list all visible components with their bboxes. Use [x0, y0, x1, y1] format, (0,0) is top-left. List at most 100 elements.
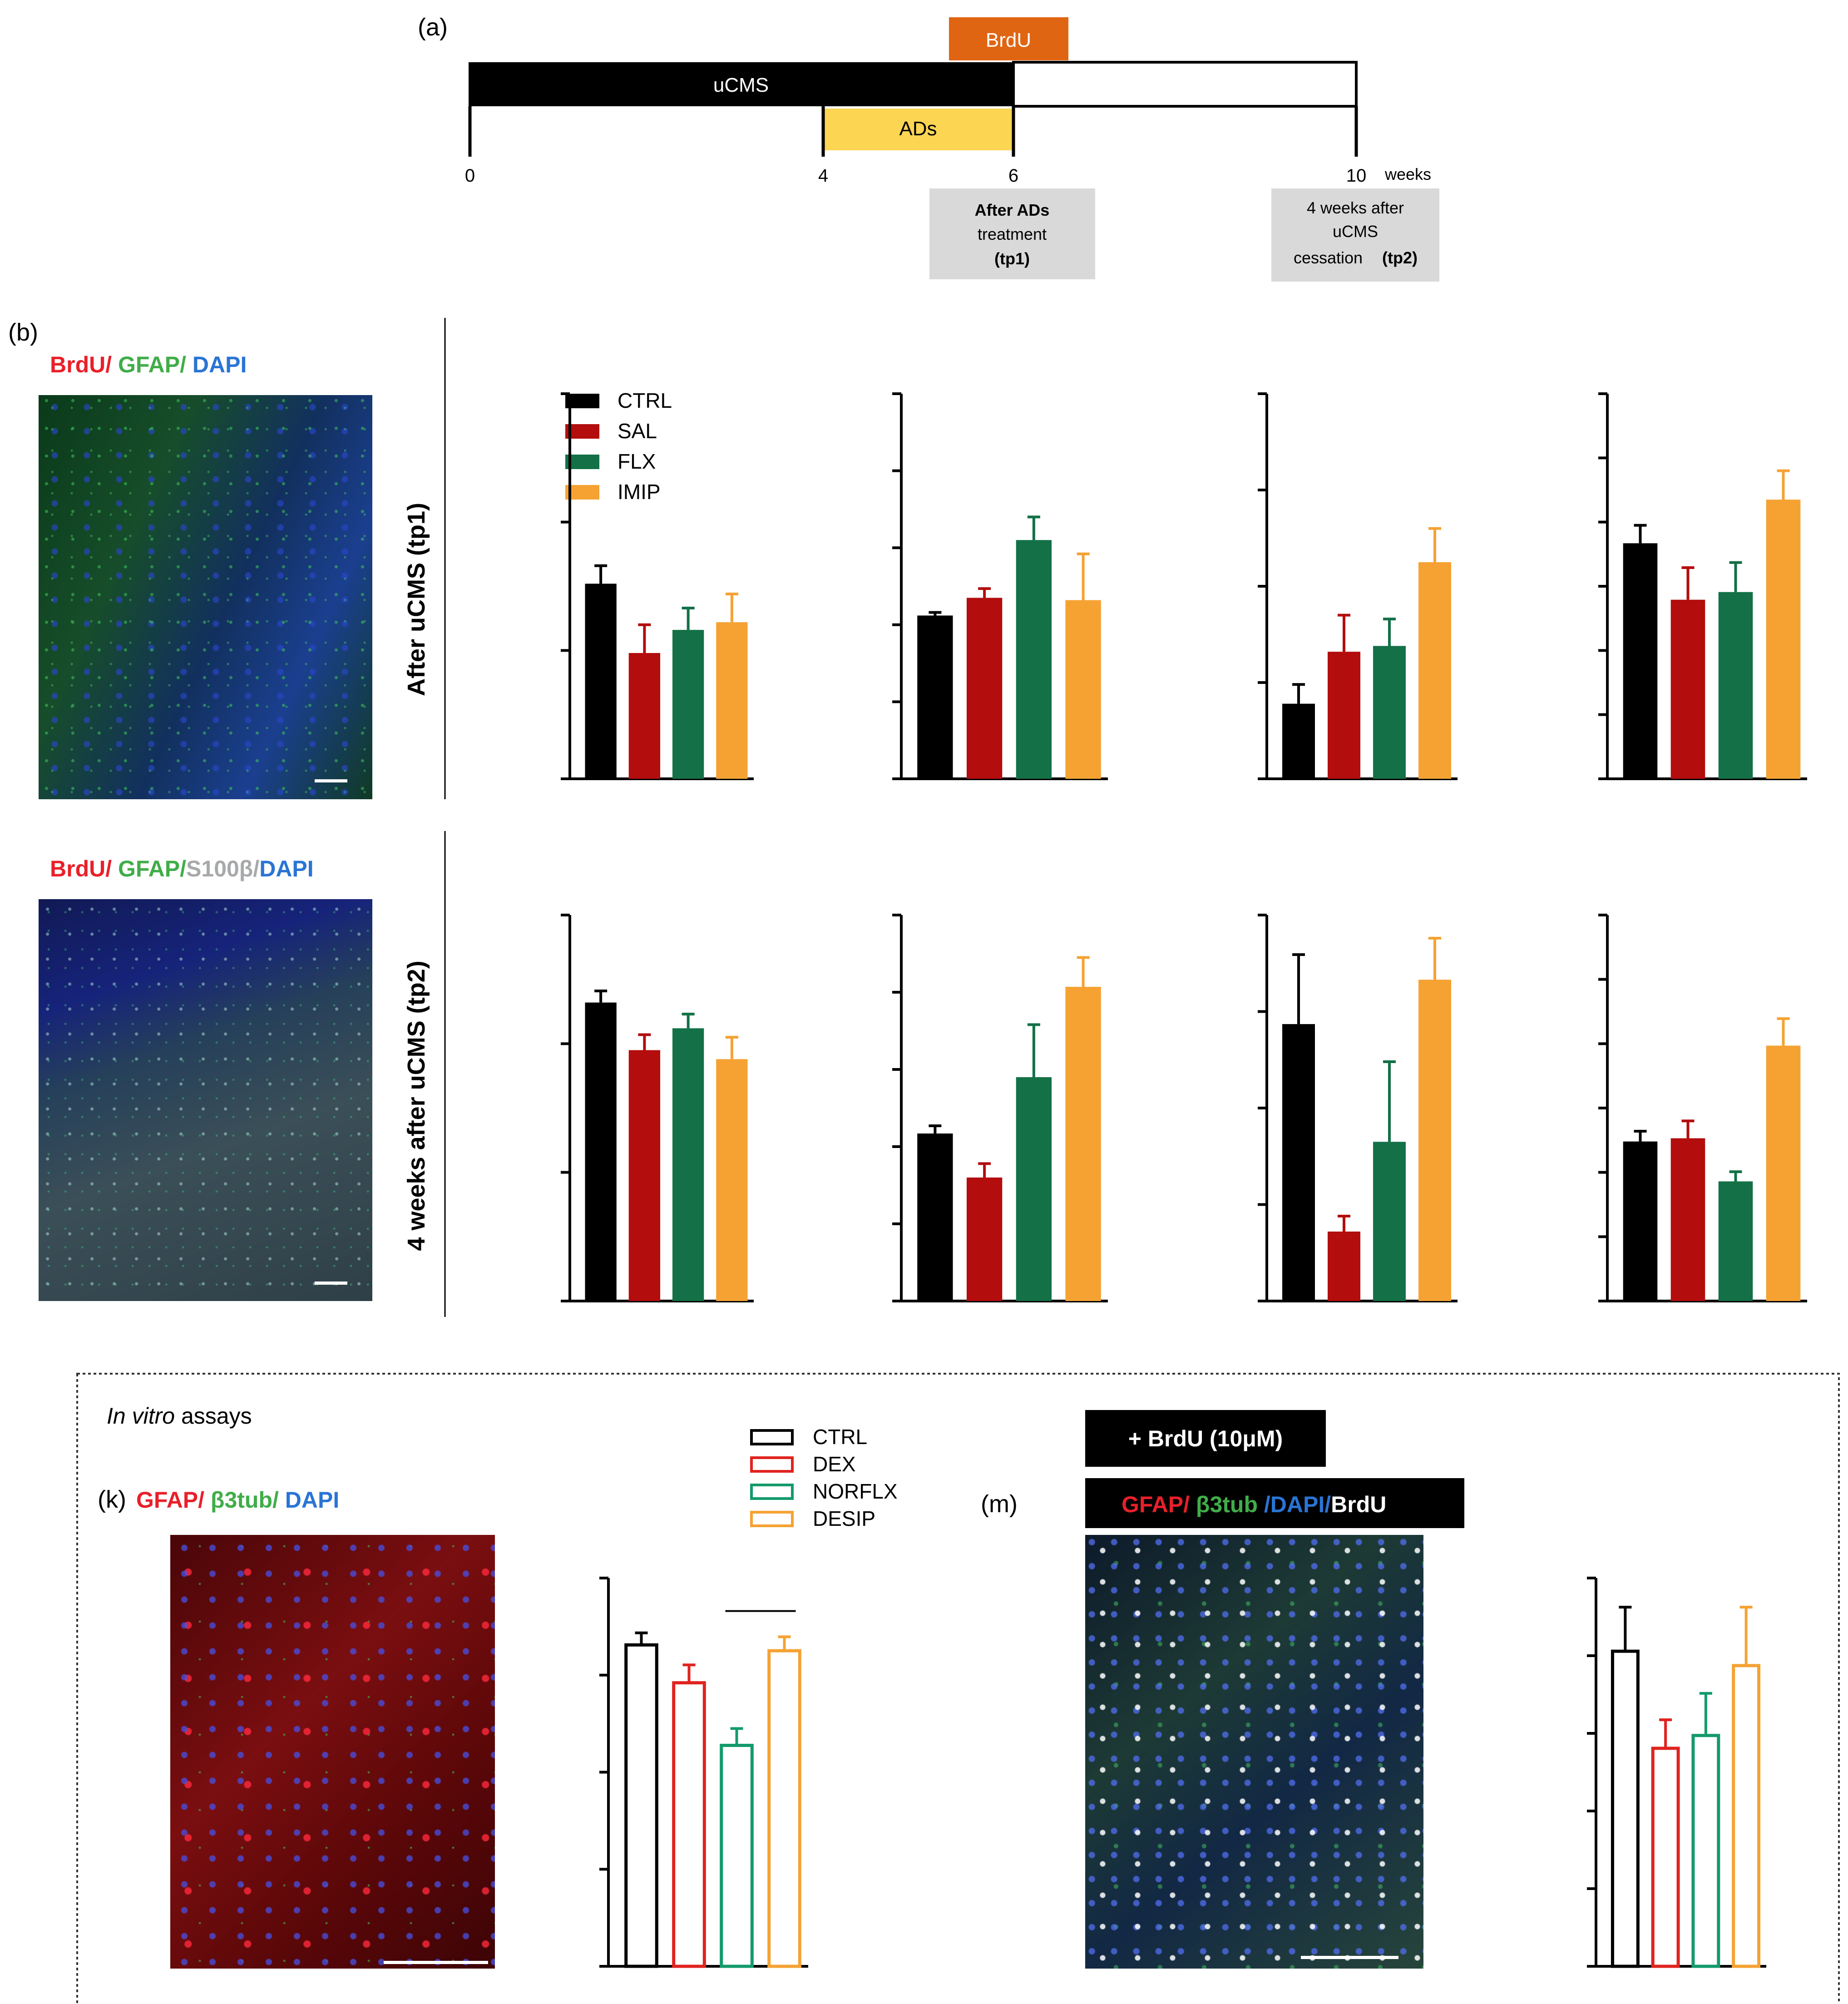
chart-f — [1598, 392, 1807, 780]
tick-label-10: 10 — [1346, 166, 1367, 186]
bar-ctrl — [585, 1002, 617, 1301]
bar-imip — [1766, 1045, 1801, 1301]
bar-sal — [1328, 1232, 1360, 1301]
stain-brdu: BrdU/ — [50, 352, 112, 377]
bar-ctrl — [917, 1133, 953, 1301]
stain-gfap: GFAP/ — [112, 352, 186, 377]
bar-imip — [1766, 500, 1801, 779]
tp1-box-line1: After ADs — [975, 201, 1050, 219]
bar-imip — [1065, 987, 1101, 1301]
stain-s100b: S100β/ — [186, 856, 259, 881]
bar-flx — [1016, 540, 1052, 779]
legend-label-dex: DEX — [813, 1452, 856, 1476]
bar-imip — [1418, 562, 1451, 779]
tp1-box-line3: (tp1) — [994, 249, 1030, 268]
bar-sal — [1328, 652, 1360, 779]
tick-label-4: 4 — [818, 166, 828, 186]
tp1-box-line2: treatment — [978, 225, 1047, 243]
bar-flx — [1016, 1077, 1052, 1301]
legend-invitro: CTRL DEX NORFLX DESIP — [750, 1425, 898, 1530]
bar-flx — [1718, 592, 1753, 779]
legend-swatch-ctrl — [750, 1429, 794, 1445]
stain-label-m: GFAP/ β3tub /DAPI/BrdU — [1122, 1492, 1386, 1517]
brdu-treatment-box — [1085, 1410, 1326, 1467]
chart-container — [561, 392, 1807, 1968]
invitro-frame — [76, 1373, 1840, 2004]
chart-j — [1598, 914, 1807, 1302]
micrograph-tp1 — [39, 395, 372, 799]
bar-sal — [628, 1050, 661, 1301]
stain-box-m — [1085, 1478, 1464, 1528]
bar-ctrl — [917, 615, 953, 779]
tp1-info-box — [929, 188, 1095, 279]
stain-label-tp2: BrdU/ GFAP/S100β/DAPI — [50, 856, 314, 881]
ads-bar-label: ADs — [899, 118, 937, 140]
panel-label-m: (m) — [981, 1490, 1018, 1518]
tp2-box-line4: (tp2) — [1382, 248, 1418, 267]
bar-flx — [1373, 646, 1406, 779]
bar-ctrl — [1611, 1649, 1640, 1968]
legend-label-imip: IMIP — [618, 480, 661, 504]
tick-label-6: 6 — [1008, 166, 1018, 186]
ucms-bar — [469, 62, 1013, 106]
legend-label-sal: SAL — [618, 419, 657, 443]
ucms-bar-label: uCMS — [713, 74, 769, 96]
scale-bar — [315, 1282, 347, 1285]
bar-ctrl — [1623, 1141, 1658, 1301]
chart-c — [561, 392, 754, 780]
micrograph-k — [170, 1535, 495, 1969]
bar-flx — [1718, 1181, 1753, 1301]
row-title-tp1: After uCMS (tp1) — [403, 503, 430, 696]
stain-gfap: GFAP/ — [112, 856, 186, 881]
legend-label-ctrl: CTRL — [813, 1425, 867, 1449]
scale-bar — [384, 1961, 488, 1964]
bar-ctrl — [1282, 703, 1315, 779]
legend-swatch-norflx — [750, 1484, 794, 1500]
panel-label-b: (b) — [8, 319, 38, 346]
bar-sal — [628, 653, 661, 779]
ads-bar — [823, 109, 1013, 150]
bar-flx — [672, 1028, 704, 1301]
brdu-treatment-label: + BrdU (10μM) — [1128, 1426, 1283, 1451]
legend-invivo: CTRL SAL FLX IMIP — [565, 389, 672, 504]
stain-label-tp1: BrdU/ GFAP/ DAPI — [50, 352, 247, 377]
bar-imip — [1065, 600, 1101, 779]
bar-imip — [716, 622, 748, 779]
bar-imip — [1418, 980, 1451, 1301]
chart-l — [599, 1577, 808, 1968]
panel-label-k: (k) — [98, 1486, 126, 1513]
brdu-bar — [949, 17, 1068, 60]
chart-n — [1587, 1577, 1766, 1968]
chart-g — [561, 914, 754, 1302]
legend-label-desip: DESIP — [813, 1507, 875, 1530]
stain-brdu: BrdU/ — [50, 856, 112, 881]
stain-dapi: DAPI — [186, 352, 247, 377]
invitro-title: In vitro assays — [107, 1403, 252, 1429]
timeline-panel: (a) BrdU uCMS ADs 0 4 6 10 weeks After A… — [418, 14, 1439, 282]
legend-swatch-dex — [750, 1456, 794, 1473]
scale-bar — [315, 779, 347, 782]
bar-ctrl — [624, 1643, 658, 1968]
bar-ctrl — [585, 584, 617, 779]
bar-flx — [672, 630, 704, 779]
tp2-box-line3: cessation — [1294, 248, 1363, 267]
bar-sal — [966, 1178, 1003, 1301]
stain-label-k: GFAP/ β3tub/ DAPI — [136, 1487, 339, 1513]
bar-norflx — [1691, 1734, 1720, 1968]
micrograph-tp2 — [39, 899, 372, 1301]
weeks-label: weeks — [1384, 165, 1431, 183]
bar-ctrl — [1623, 543, 1658, 779]
legend-label-flx: FLX — [618, 450, 656, 473]
panel-label-a: (a) — [418, 14, 448, 41]
legend-label-norflx: NORFLX — [813, 1479, 898, 1503]
legend-label-ctrl: CTRL — [618, 389, 672, 412]
bar-sal — [1670, 599, 1705, 779]
chart-h — [892, 914, 1108, 1302]
bar-ctrl — [1282, 1024, 1315, 1301]
bar-flx — [1373, 1142, 1406, 1301]
chart-i — [1258, 914, 1458, 1302]
row-title-tp2: 4 weeks after uCMS (tp2) — [403, 960, 430, 1251]
bar-imip — [716, 1059, 748, 1301]
